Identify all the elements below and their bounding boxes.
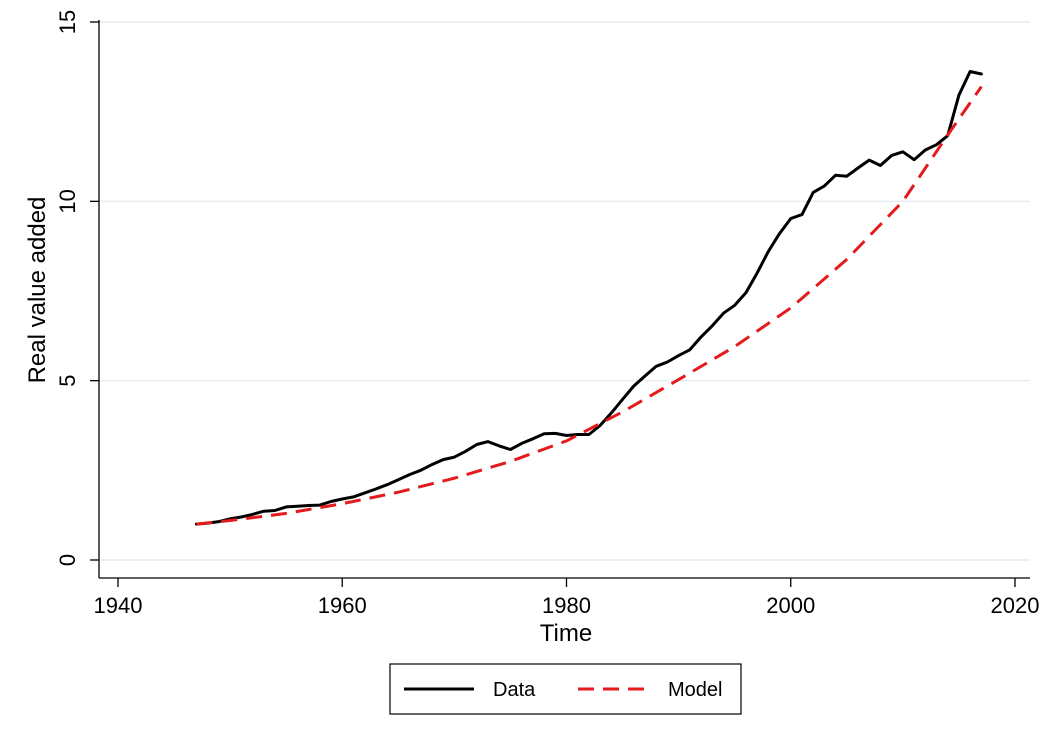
series-layer (195, 70, 983, 526)
x-tick-label-3: 2000 (766, 593, 815, 618)
series-line-model (196, 85, 983, 526)
y-tick-label-3: 15 (55, 10, 80, 34)
grid-layer (99, 21, 1030, 561)
x-tick-label-1: 1960 (318, 593, 367, 618)
series-line-data (195, 70, 983, 526)
legend: Data Model (389, 663, 742, 715)
y-tick-label-1: 5 (55, 375, 80, 387)
y-tick-label-2: 10 (55, 189, 80, 213)
axes-layer: 0 5 10 15 1940 1960 1980 2000 2020 (55, 10, 1039, 618)
x-axis-title: Time (540, 620, 592, 647)
legend-label-data: Data (493, 679, 536, 701)
y-tick-label-0: 0 (55, 554, 80, 566)
y-axis-title: Real value added (24, 197, 51, 384)
x-tick-label-4: 2020 (991, 593, 1040, 618)
legend-label-model: Model (668, 679, 722, 701)
x-tick-label-2: 1980 (542, 593, 591, 618)
x-tick-label-0: 1940 (94, 593, 143, 618)
